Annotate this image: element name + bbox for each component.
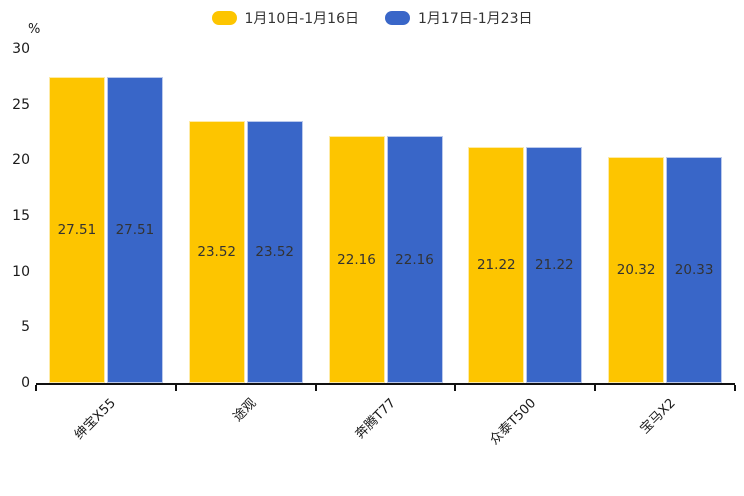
bar [608,156,665,383]
bar [328,136,385,383]
bar-value-label: 22.16 [337,251,376,268]
x-axis-tick [734,385,736,391]
y-tick-label: 5 [21,319,30,336]
x-axis-tick [594,385,597,391]
bar-value-label: 27.51 [57,221,97,238]
x-category-label: 奔腾T77 [352,395,399,443]
y-tick-label: 15 [12,208,30,224]
y-axis-unit-label: % [28,22,41,37]
legend-swatch-week1 [211,11,237,25]
bar [48,76,105,383]
bar [188,121,245,383]
bar-value-label: 27.51 [115,221,155,238]
x-axis-line [36,383,735,385]
x-category-label: 途观 [230,395,260,425]
x-axis-tick [454,385,457,391]
legend-item-week2[interactable]: 1月17日-1月23日 [385,8,533,28]
bar-value-label: 20.32 [616,261,656,278]
bar-value-label: 21.22 [476,256,516,273]
y-tick-label: 20 [12,152,30,169]
x-axis-tick [35,385,37,391]
bar-value-label: 23.52 [255,244,295,261]
bar-value-label: 21.22 [534,256,574,273]
y-tick-label: 30 [12,41,30,57]
bar-value-label: 22.16 [395,251,434,268]
legend: 1月10日-1月16日 1月17日-1月23日 [0,8,744,28]
y-tick-label: 10 [12,263,30,280]
legend-label-week1: 1月10日-1月16日 [244,11,360,27]
x-category-label: 绅宝X55 [72,395,120,443]
x-category-label: 宝马X2 [637,395,679,437]
bar [106,76,163,383]
bar-value-label: 20.33 [674,261,714,278]
bar [666,156,723,383]
legend-swatch-week2 [385,11,410,25]
legend-item-week1[interactable]: 1月10日-1月16日 [211,8,360,28]
y-tick-label: 0 [21,375,30,391]
x-axis-tick [174,385,177,391]
y-tick-label: 25 [12,96,30,113]
x-axis-tick [314,385,317,391]
bar-value-label: 23.52 [197,244,237,261]
bar [386,136,443,383]
legend-label-week2: 1月17日-1月23日 [418,11,533,27]
bar [246,121,303,383]
bar [468,146,525,383]
bar [526,146,583,383]
x-category-label: 众泰T500 [486,395,539,448]
